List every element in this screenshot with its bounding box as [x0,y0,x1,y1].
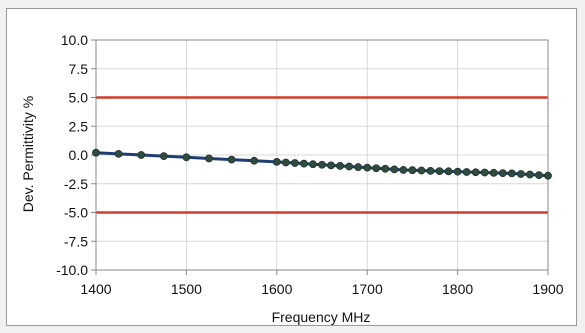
data-point [417,166,426,175]
x-tick-label: 1800 [442,281,473,297]
data-point [516,170,525,178]
data-series [92,148,552,180]
axes [91,39,549,275]
data-point [300,159,308,168]
data-point [92,148,100,157]
x-tick-label: 1400 [80,281,111,297]
data-point [444,167,453,176]
y-tick-label: -7.5 [64,233,88,249]
data-point [309,160,317,169]
data-point [137,151,146,159]
data-point [526,170,534,179]
data-point [435,167,444,175]
data-point [227,155,236,164]
x-tick-label: 1700 [352,281,383,297]
tick-labels: 10.0 7.5 5.0 2.5 0.0 -2.5 -5.0 -7.5 -10.0 1400 150… [56,32,564,297]
data-point [159,152,168,161]
data-point [281,158,290,167]
data-point [399,166,408,174]
data-point [507,169,516,178]
data-point [462,168,471,176]
y-tick-label: -10.0 [56,262,88,278]
data-point [250,156,259,165]
data-point [345,162,354,171]
reference-lines [96,96,548,214]
data-point [390,165,399,174]
y-tick-label: -2.5 [64,176,88,192]
data-point [272,157,281,166]
y-tick-label: 2.5 [69,118,89,134]
y-tick-label: 0.0 [69,147,89,163]
data-point [336,162,344,170]
data-point [544,171,552,180]
x-axis-title: Frequency MHz [272,309,371,325]
data-point [114,149,123,158]
data-point [318,160,326,169]
data-point [471,168,480,177]
chart-frame [6,8,577,326]
data-point [381,164,390,173]
data-point [408,166,417,175]
y-axis-title: Dev. Permittivity % [20,96,36,212]
x-tick-label: 1600 [261,281,292,297]
data-point [498,169,507,178]
y-tick-label: 7.5 [69,61,89,77]
data-point [480,168,489,177]
data-point [535,171,543,180]
data-point [489,168,498,177]
data-point [363,163,372,172]
x-tick-label: 1900 [532,281,563,297]
y-tick-label: 5.0 [69,90,89,106]
data-point [354,163,363,171]
data-point [205,154,213,163]
y-tick-label: 10.0 [61,32,88,48]
data-point [453,167,462,176]
y-tick-label: -5.0 [64,205,88,221]
data-point [182,153,191,162]
data-point [426,166,435,175]
data-point [290,159,299,167]
data-point [372,164,381,173]
x-tick-label: 1500 [171,281,202,297]
data-point [327,161,335,170]
